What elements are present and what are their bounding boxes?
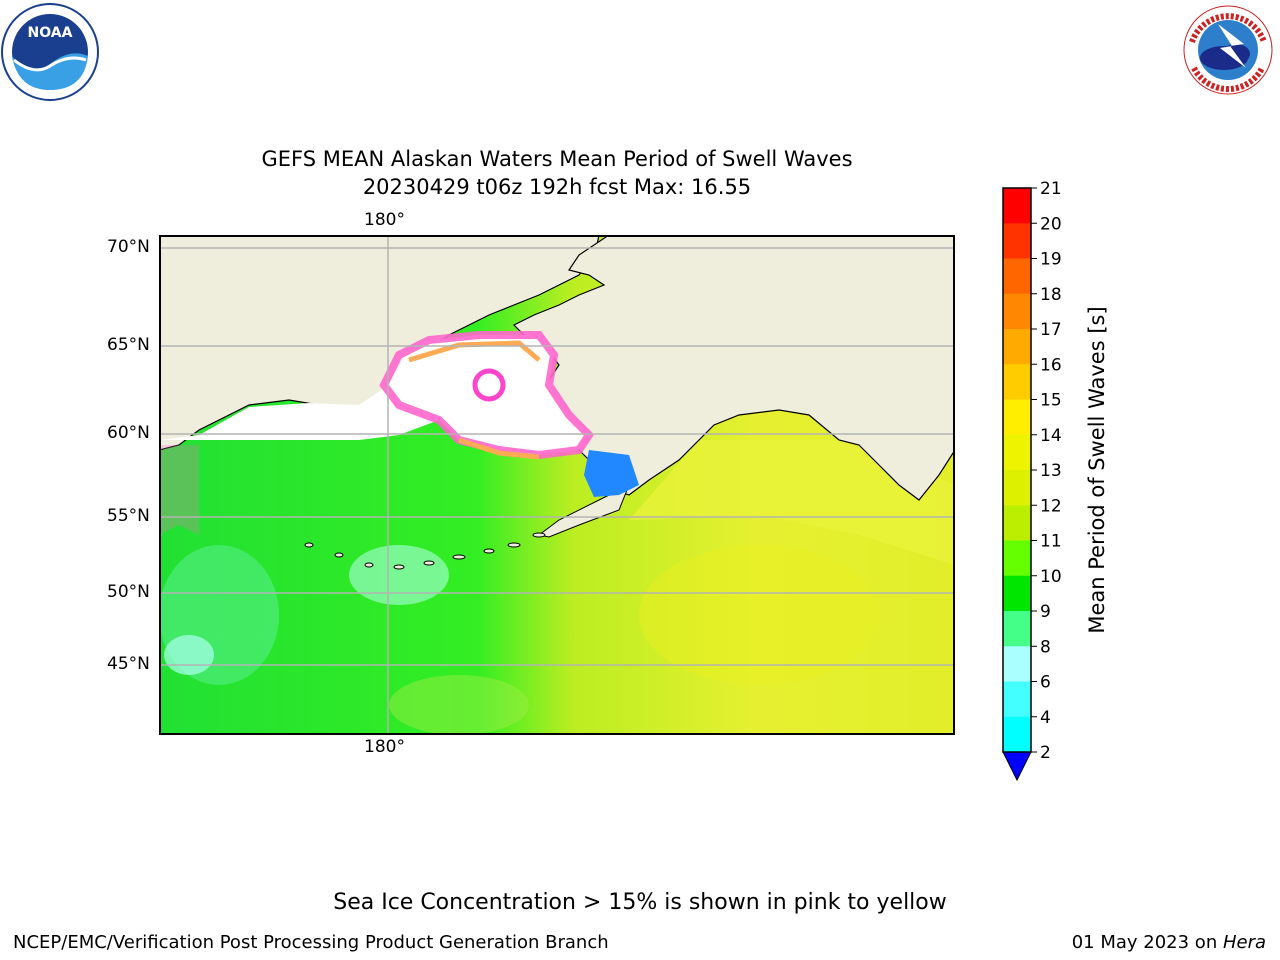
nws-logo	[1183, 5, 1273, 95]
colorbar-block	[1003, 575, 1031, 612]
lat-label-45n: 45°N	[107, 654, 150, 674]
noaa-logo: NOAA	[1, 3, 99, 101]
lat-label-50n: 50°N	[107, 582, 150, 602]
lat-label-65n: 65°N	[107, 335, 150, 355]
swell-patch	[164, 635, 214, 675]
sea-ice-note: Sea Ice Concentration > 15% is shown in …	[333, 890, 947, 915]
colorbar-block	[1003, 188, 1031, 224]
colorbar-tick-label: 8	[1040, 637, 1051, 657]
gulf-of-alaska-swell	[629, 440, 955, 565]
colorbar-block	[1003, 540, 1031, 577]
colorbar-label: Mean Period of Swell Waves [s]	[1085, 306, 1109, 634]
lon-label-top: 180°	[364, 210, 405, 230]
colorbar-block	[1003, 329, 1031, 365]
colorbar-block	[1003, 399, 1031, 436]
colorbar-block	[1003, 223, 1031, 259]
credit-machine: Hera	[1222, 932, 1266, 953]
colorbar-tick-label: 2	[1040, 743, 1051, 763]
colorbar-block	[1003, 434, 1031, 471]
aleutian-islands	[304, 532, 546, 570]
colorbar-block	[1003, 646, 1031, 682]
colorbar-block	[1003, 681, 1031, 718]
credit-organization: NCEP/EMC/Verification Post Processing Pr…	[13, 932, 609, 953]
colorbar-tick-label: 11	[1040, 532, 1062, 552]
colorbar-tick-label: 19	[1040, 250, 1062, 270]
graticule	[159, 235, 955, 735]
swell-patch	[389, 675, 529, 735]
colorbar-block	[1003, 716, 1031, 753]
colorbar-block	[1003, 505, 1031, 541]
lat-label-70n: 70°N	[107, 237, 150, 257]
map-panel	[159, 235, 955, 735]
sea-ice-edge-orange	[458, 437, 540, 460]
sea-ice-edge-orange	[408, 340, 541, 363]
chart-title: GEFS MEAN Alaskan Waters Mean Period of …	[261, 147, 853, 171]
colorbar-block	[1003, 293, 1031, 330]
map-frame	[159, 235, 955, 735]
noaa-logo-text: NOAA	[28, 25, 73, 41]
colorbar-tick-label: 16	[1040, 355, 1062, 375]
colorbar-tick-label: 9	[1040, 602, 1051, 622]
colorbar-tick-label: 18	[1040, 285, 1062, 305]
lon-label-bottom: 180°	[364, 737, 405, 757]
colorbar-block	[1003, 364, 1031, 400]
colorbar-extend-triangle	[1002, 751, 1032, 782]
colorbar-tick-label: 14	[1040, 426, 1062, 446]
swell-patch	[349, 545, 449, 605]
sea-ice-edge	[379, 331, 595, 460]
ice-west-margin	[159, 445, 199, 535]
credit-date-text: 01 May 2023 on	[1071, 932, 1223, 953]
colorbar-block	[1003, 258, 1031, 295]
colorbar-block	[1003, 611, 1031, 647]
colorbar-tick-label: 17	[1040, 320, 1062, 340]
colorbar-block	[1003, 470, 1031, 506]
colorbar-tick-label: 6	[1040, 673, 1051, 693]
swell-patch	[639, 545, 879, 685]
colorbar: 21 20 19 18 17 16 15 14 13 12 11 10 9 8 6 4 2	[1002, 180, 1062, 782]
colorbar-tick-label: 20	[1040, 214, 1062, 234]
colorbar-tick-label: 4	[1040, 708, 1051, 728]
sea-ice-area	[159, 335, 589, 455]
colorbar-tick-label: 15	[1040, 391, 1062, 411]
colorbar-tick-label: 10	[1040, 567, 1062, 587]
chart-subtitle: 20230429 t06z 192h fcst Max: 16.55	[362, 175, 752, 199]
ice-ring	[472, 368, 506, 402]
bristol-bay-low-period	[584, 450, 639, 497]
colorbar-tick-label: 13	[1040, 461, 1062, 481]
credit-date: 01 May 2023 on Hera	[1072, 932, 1266, 953]
colorbar-tick-label: 21	[1040, 180, 1062, 199]
colorbar-tick-label: 12	[1040, 496, 1062, 516]
lat-label-60n: 60°N	[107, 423, 150, 443]
lat-label-55n: 55°N	[107, 506, 150, 526]
